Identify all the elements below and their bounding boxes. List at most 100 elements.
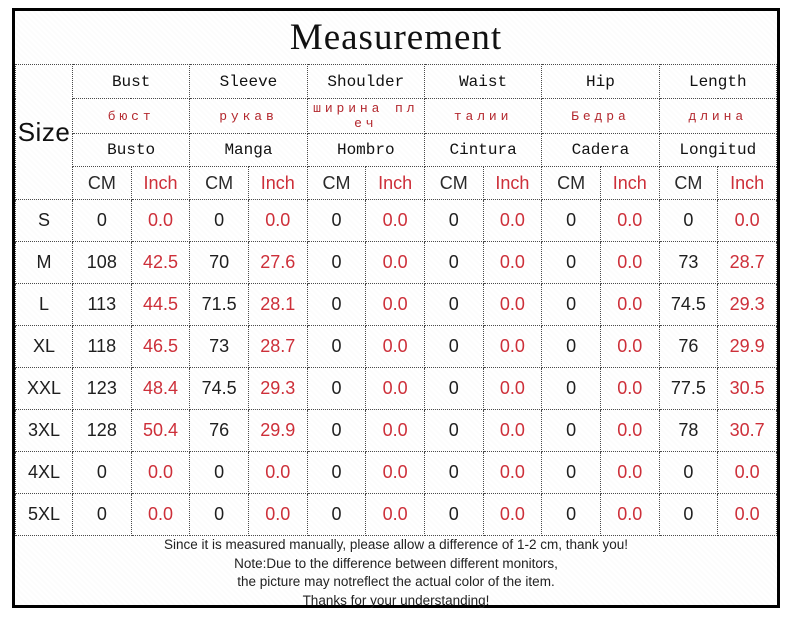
size-cell-xl: XL: [15, 325, 73, 368]
value-cell: 0: [658, 493, 719, 536]
table-row-5xl: 5XL 0 0.0 0 0.0 0 0.0 0 0.0 0 0.0 0 0.0: [15, 493, 777, 536]
value-cell: 0.0: [365, 493, 425, 536]
value-cell: 128: [72, 409, 132, 452]
value-cell: 113: [72, 283, 132, 326]
value-cell: 0.0: [130, 493, 191, 536]
unit-cm-header: CM: [541, 166, 601, 200]
value-cell: 0: [658, 199, 719, 242]
value-cell: 0.0: [717, 451, 777, 494]
table-row-xxl: XXL 123 48.4 74.5 29.3 0 0.0 0 0.0 0 0.0 77.5 30.5: [15, 367, 777, 410]
header-es-length: Longitud: [658, 133, 778, 167]
size-cell-l: L: [15, 283, 73, 326]
value-cell: 46.5: [130, 325, 191, 368]
unit-inch-header: Inch: [482, 166, 543, 200]
value-cell: 0: [541, 241, 601, 284]
value-cell: 0: [658, 451, 719, 494]
value-cell: 42.5: [130, 241, 191, 284]
value-cell: 0.0: [599, 451, 660, 494]
unit-inch-header: Inch: [365, 166, 425, 200]
note-line: Since it is measured manually, please al…: [164, 537, 628, 552]
value-cell: 0.0: [599, 367, 660, 410]
value-cell: 48.4: [130, 367, 191, 410]
value-cell: 28.1: [247, 283, 308, 326]
unit-cm-header: CM: [423, 166, 484, 200]
header-ru-length: длина: [658, 98, 778, 134]
value-cell: 30.5: [717, 367, 777, 410]
unit-cm-header: CM: [306, 166, 367, 200]
note-line: Note:Due to the difference between diffe…: [234, 555, 558, 571]
value-cell: 77.5: [658, 367, 719, 410]
header-ru-waist: талии: [423, 98, 543, 134]
value-cell: 108: [72, 241, 132, 284]
table-row-l: L 113 44.5 71.5 28.1 0 0.0 0 0.0 0 0.0 74.5 29.3: [15, 283, 777, 326]
value-cell: 0: [306, 283, 367, 326]
value-cell: 29.9: [247, 409, 308, 452]
value-cell: 0.0: [482, 325, 543, 368]
unit-inch-header: Inch: [247, 166, 308, 200]
value-cell: 0: [306, 451, 367, 494]
value-cell: 0.0: [482, 493, 543, 536]
value-cell: 76: [189, 409, 249, 452]
value-cell: 0: [541, 451, 601, 494]
footer-notes: Since it is measured manually, please al…: [15, 536, 777, 610]
value-cell: 0: [189, 199, 249, 242]
size-chart-panel: Measurement Size Bust Sleeve Shoulder Waist…: [12, 8, 780, 608]
value-cell: 0.0: [365, 367, 425, 410]
value-cell: 0: [423, 199, 484, 242]
header-es-sleeve: Manga: [189, 133, 308, 167]
header-es-waist: Cintura: [423, 133, 543, 167]
value-cell: 118: [72, 325, 132, 368]
value-cell: 0.0: [599, 241, 660, 284]
value-cell: 28.7: [717, 241, 777, 284]
value-cell: 0: [541, 325, 601, 368]
value-cell: 0.0: [365, 451, 425, 494]
value-cell: 0: [423, 367, 484, 410]
value-cell: 0: [189, 493, 249, 536]
note-line: the picture may notreflect the actual co…: [237, 574, 555, 589]
value-cell: 78: [658, 409, 719, 452]
value-cell: 0.0: [599, 409, 660, 452]
value-cell: 0.0: [247, 493, 308, 536]
measurement-table: Size Bust Sleeve Shoulder Waist Hip Length бю…: [15, 64, 778, 536]
value-cell: 0.0: [482, 199, 543, 242]
header-en-length: Length: [658, 64, 778, 99]
value-cell: 0: [189, 451, 249, 494]
value-cell: 0: [306, 199, 367, 242]
measurement-table-body: Size Bust Sleeve Shoulder Waist Hip Length бю…: [15, 64, 778, 536]
value-cell: 0.0: [365, 409, 425, 452]
header-ru-shoulder: ширина пл еч: [306, 98, 425, 134]
header-es-shoulder: Hombro: [306, 133, 425, 167]
header-es-bust: Busto: [71, 133, 191, 167]
value-cell: 44.5: [130, 283, 191, 326]
value-cell: 0.0: [482, 241, 543, 284]
value-cell: 70: [189, 241, 249, 284]
page-title: Measurement: [289, 17, 503, 58]
header-row-english: Size Bust Sleeve Shoulder Waist Hip Length: [15, 64, 778, 200]
unit-inch-header: Inch: [717, 166, 777, 200]
header-row-russian: бюст рукав ширина пл еч талии Бедра длина: [16, 98, 778, 134]
value-cell: 0.0: [599, 283, 660, 326]
unit-cm-header: CM: [72, 166, 132, 200]
value-cell: 0: [306, 241, 367, 284]
header-row-spanish: Busto Manga Hombro Cintura Cadera Longitud: [16, 133, 778, 167]
size-cell-m: M: [15, 241, 73, 284]
value-cell: 0.0: [482, 451, 543, 494]
value-cell: 0.0: [482, 367, 543, 410]
header-row-units: CM Inch CM Inch CM Inch CM Inch CM Inch CM Inch: [16, 166, 777, 200]
header-en-hip: Hip: [541, 64, 660, 99]
header-en-shoulder: Shoulder: [306, 64, 425, 99]
value-cell: 73: [189, 325, 249, 368]
size-cell-xxl: XXL: [15, 367, 73, 410]
header-ru-hip: Бедра: [541, 98, 660, 134]
value-cell: 0.0: [247, 451, 308, 494]
value-cell: 0.0: [482, 283, 543, 326]
value-cell: 0.0: [365, 199, 425, 242]
value-cell: 29.3: [247, 367, 308, 410]
value-cell: 0: [541, 283, 601, 326]
table-row-3xl: 3XL 128 50.4 76 29.9 0 0.0 0 0.0 0 0.0 78 30.7: [15, 409, 777, 452]
size-cell-s: S: [15, 199, 73, 242]
value-cell: 29.3: [717, 283, 777, 326]
size-cell-4xl: 4XL: [15, 451, 73, 494]
header-es-hip: Cadera: [541, 133, 660, 167]
value-cell: 0.0: [247, 199, 308, 242]
